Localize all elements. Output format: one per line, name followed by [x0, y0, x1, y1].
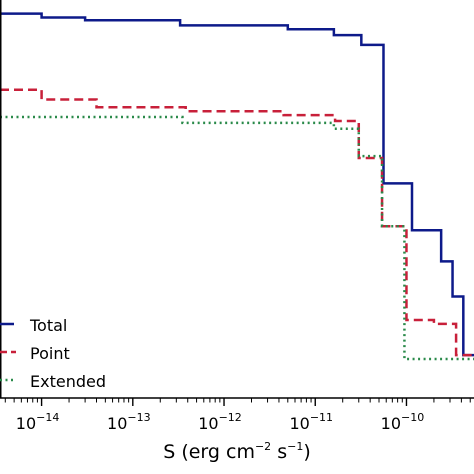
x-tick-layer: 10−14 10−13 10−12 10−11 10−10: [4, 398, 471, 433]
series-line-point: [0, 88, 474, 357]
legend-label-total: Total: [29, 316, 67, 335]
x-tick-label: 10−12: [198, 411, 242, 433]
x-tick-label: 10−14: [16, 411, 60, 433]
x-axis-title: S (erg cm−2 s−1): [163, 440, 311, 463]
legend-label-point: Point: [30, 344, 70, 363]
legend-label-extended: Extended: [30, 372, 106, 391]
legend: Total Point Extended: [0, 316, 106, 391]
x-axis: [0, 0, 474, 399]
series-layer: [0, 12, 474, 361]
x-tick-label: 10−10: [381, 411, 425, 433]
x-tick-label: 10−11: [289, 411, 333, 433]
series-line-total: [0, 12, 474, 357]
x-tick-label: 10−13: [107, 411, 151, 433]
series-line-extended: [0, 115, 474, 361]
